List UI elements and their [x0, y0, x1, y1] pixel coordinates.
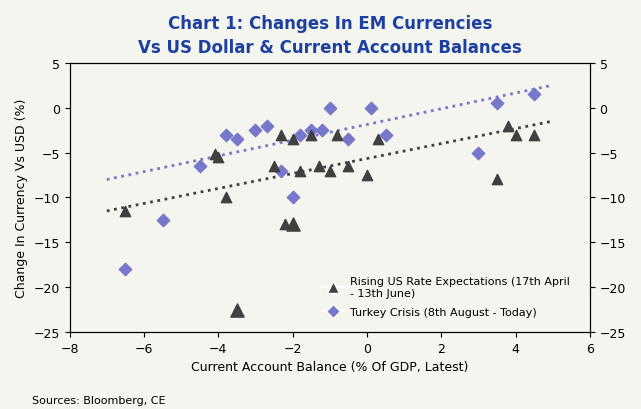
Legend: Rising US Rate Expectations (17th April
- 13th June), Turkey Crisis (8th August : Rising US Rate Expectations (17th April …: [317, 272, 574, 321]
Point: [529, 132, 539, 139]
Y-axis label: Change In Currency Vs USD (%): Change In Currency Vs USD (%): [15, 99, 28, 297]
Point: [288, 137, 298, 143]
Point: [280, 222, 290, 228]
Point: [529, 92, 539, 98]
Title: Chart 1: Changes In EM Currencies
Vs US Dollar & Current Account Balances: Chart 1: Changes In EM Currencies Vs US …: [138, 15, 522, 56]
Point: [276, 132, 287, 139]
Point: [503, 123, 513, 130]
Point: [221, 195, 231, 201]
Point: [373, 137, 383, 143]
Point: [232, 137, 242, 143]
Text: Sources: Bloomberg, CE: Sources: Bloomberg, CE: [32, 395, 165, 405]
Point: [343, 163, 353, 170]
Point: [365, 105, 376, 112]
Point: [213, 154, 224, 161]
Point: [313, 163, 324, 170]
Point: [269, 163, 279, 170]
Point: [380, 132, 390, 139]
Point: [492, 101, 502, 107]
Point: [295, 168, 305, 174]
Point: [276, 168, 287, 174]
Point: [473, 150, 483, 157]
Point: [510, 132, 520, 139]
Point: [492, 177, 502, 183]
Point: [195, 163, 205, 170]
X-axis label: Current Account Balance (% Of GDP, Latest): Current Account Balance (% Of GDP, Lates…: [191, 361, 469, 373]
Point: [306, 132, 316, 139]
Point: [158, 217, 168, 224]
Point: [262, 123, 272, 130]
Point: [295, 132, 305, 139]
Point: [324, 168, 335, 174]
Point: [306, 128, 316, 134]
Point: [288, 195, 298, 201]
Point: [121, 266, 131, 273]
Point: [317, 128, 328, 134]
Point: [251, 128, 261, 134]
Point: [288, 222, 298, 228]
Point: [121, 208, 131, 215]
Point: [324, 105, 335, 112]
Point: [210, 152, 220, 158]
Point: [343, 137, 353, 143]
Point: [232, 307, 242, 313]
Point: [221, 132, 231, 139]
Point: [332, 132, 342, 139]
Point: [362, 172, 372, 179]
